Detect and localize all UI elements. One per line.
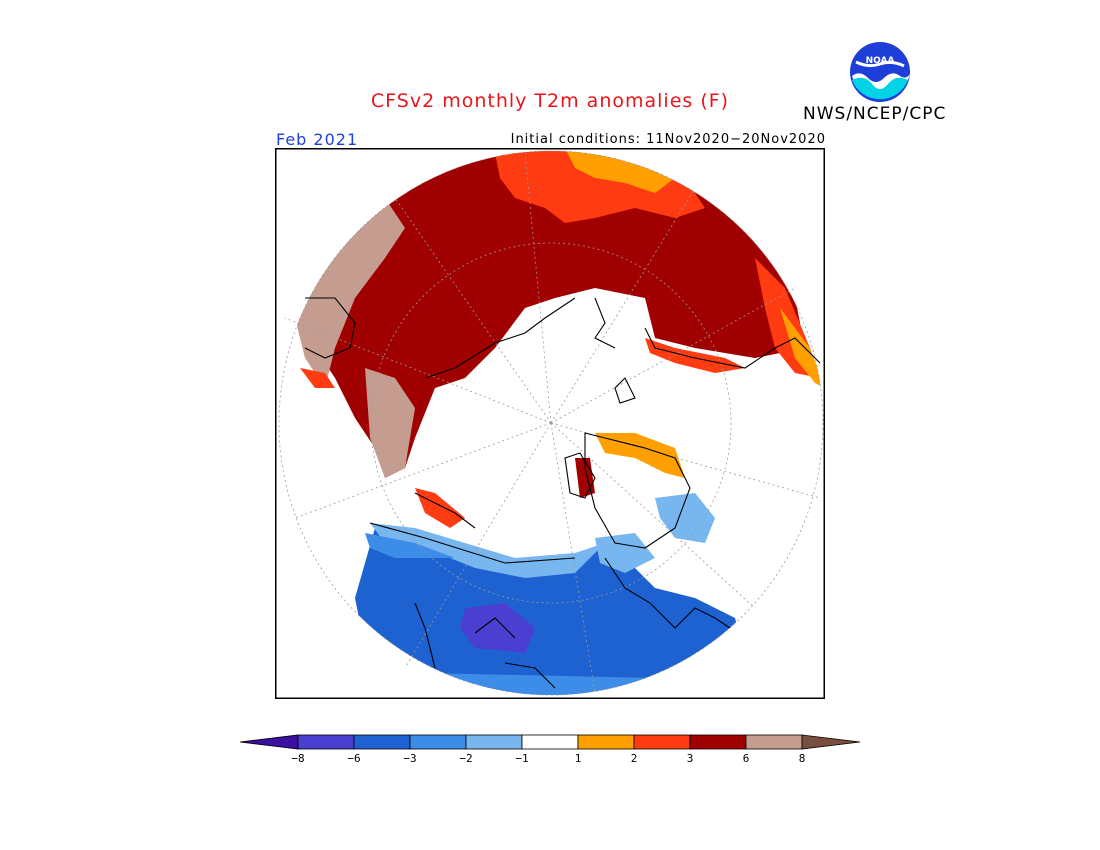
legend-arrow-high	[801, 734, 861, 750]
legend-tick-label: −6	[347, 752, 360, 765]
legend-tick-label: −1	[515, 752, 528, 765]
legend-tick-label: −2	[459, 752, 472, 765]
legend-box	[633, 734, 691, 750]
legend-tick-label: 6	[743, 752, 750, 765]
legend-arrow-low	[239, 734, 299, 750]
chart-title: CFSv2 monthly T2m anomalies (F)	[370, 90, 730, 112]
legend-box	[465, 734, 523, 750]
valid-month-label: Feb 2021	[276, 130, 359, 149]
legend-tick-label: 1	[575, 752, 582, 765]
noaa-logo: NOAA	[850, 42, 910, 102]
svg-text:NOAA: NOAA	[866, 56, 895, 66]
legend-box	[409, 734, 467, 750]
legend-tick-label: 2	[631, 752, 638, 765]
legend-tick-label: 8	[799, 752, 806, 765]
legend-tick-label: 3	[687, 752, 694, 765]
legend-box	[689, 734, 747, 750]
legend-tick-label: −3	[403, 752, 416, 765]
coastlines	[304, 297, 821, 689]
legend-tick-label: −8	[291, 752, 304, 765]
color-legend: −8 −6 −3 −2 −1 1 2 3 6 8	[239, 734, 861, 765]
legend-box	[353, 734, 411, 750]
anomaly-map	[275, 148, 825, 699]
legend-box	[577, 734, 635, 750]
organization-label: NWS/NCEP/CPC	[803, 104, 947, 124]
legend-box	[521, 734, 579, 750]
legend-box	[745, 734, 803, 750]
legend-box	[297, 734, 355, 750]
initial-conditions-label: Initial conditions: 11Nov2020−20Nov2020	[510, 132, 826, 147]
